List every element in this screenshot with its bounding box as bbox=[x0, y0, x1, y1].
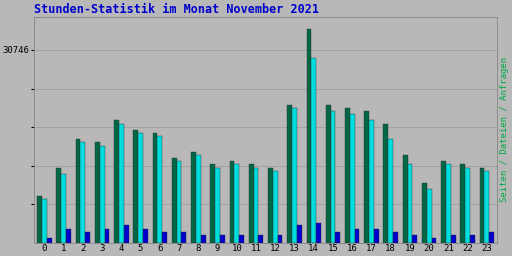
Y-axis label: Seiten / Dateien / Anfragen: Seiten / Dateien / Anfragen bbox=[500, 57, 509, 202]
Bar bbox=[215, 167, 220, 243]
Bar bbox=[42, 199, 47, 243]
Bar bbox=[229, 161, 234, 243]
Bar bbox=[181, 231, 186, 243]
Bar bbox=[268, 167, 273, 243]
Bar bbox=[441, 161, 446, 243]
Bar bbox=[369, 121, 374, 243]
Bar bbox=[61, 174, 66, 243]
Bar bbox=[191, 152, 196, 243]
Bar bbox=[56, 167, 61, 243]
Bar bbox=[119, 124, 124, 243]
Bar bbox=[220, 235, 225, 243]
Text: Stunden-Statistik im Monat November 2021: Stunden-Statistik im Monat November 2021 bbox=[34, 3, 319, 16]
Bar bbox=[76, 139, 80, 243]
Bar bbox=[253, 167, 259, 243]
Bar bbox=[489, 231, 494, 243]
Bar bbox=[460, 164, 465, 243]
Bar bbox=[470, 235, 475, 243]
Bar bbox=[355, 229, 359, 243]
Bar bbox=[297, 225, 302, 243]
Bar bbox=[292, 108, 297, 243]
Bar bbox=[345, 108, 350, 243]
Bar bbox=[408, 164, 412, 243]
Bar bbox=[86, 231, 90, 243]
Bar bbox=[239, 235, 244, 243]
Bar bbox=[432, 238, 436, 243]
Bar bbox=[37, 196, 42, 243]
Bar bbox=[177, 161, 181, 243]
Bar bbox=[157, 136, 162, 243]
Bar bbox=[138, 133, 143, 243]
Bar bbox=[316, 223, 321, 243]
Bar bbox=[249, 164, 253, 243]
Bar bbox=[480, 167, 484, 243]
Bar bbox=[422, 183, 426, 243]
Bar bbox=[326, 105, 331, 243]
Bar bbox=[484, 171, 489, 243]
Bar bbox=[412, 235, 417, 243]
Bar bbox=[393, 231, 398, 243]
Bar bbox=[143, 229, 148, 243]
Bar bbox=[383, 124, 388, 243]
Bar bbox=[80, 142, 86, 243]
Bar bbox=[273, 171, 278, 243]
Bar bbox=[162, 231, 167, 243]
Bar bbox=[278, 235, 283, 243]
Bar bbox=[95, 142, 100, 243]
Bar bbox=[374, 229, 379, 243]
Bar bbox=[307, 29, 311, 243]
Bar bbox=[210, 164, 215, 243]
Bar bbox=[364, 111, 369, 243]
Bar bbox=[124, 225, 129, 243]
Bar bbox=[403, 155, 408, 243]
Bar bbox=[311, 58, 316, 243]
Bar bbox=[451, 235, 456, 243]
Bar bbox=[426, 189, 432, 243]
Bar bbox=[153, 133, 157, 243]
Bar bbox=[388, 139, 393, 243]
Bar bbox=[234, 164, 239, 243]
Bar bbox=[465, 167, 470, 243]
Bar bbox=[66, 229, 71, 243]
Bar bbox=[201, 235, 205, 243]
Bar bbox=[350, 114, 355, 243]
Bar bbox=[100, 146, 104, 243]
Bar bbox=[114, 121, 119, 243]
Bar bbox=[287, 105, 292, 243]
Bar bbox=[196, 155, 201, 243]
Bar bbox=[104, 229, 110, 243]
Bar bbox=[331, 111, 335, 243]
Bar bbox=[259, 235, 263, 243]
Bar bbox=[335, 231, 340, 243]
Bar bbox=[446, 164, 451, 243]
Bar bbox=[133, 130, 138, 243]
Bar bbox=[172, 158, 177, 243]
Bar bbox=[47, 238, 52, 243]
